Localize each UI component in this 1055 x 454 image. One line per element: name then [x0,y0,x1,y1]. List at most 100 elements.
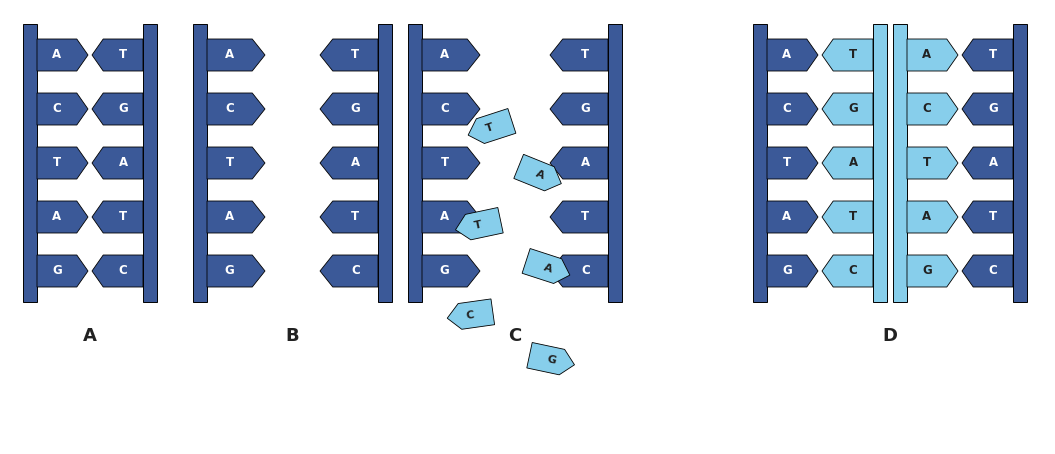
Text: A: A [440,49,449,61]
Text: C: C [440,103,449,115]
Text: C: C [783,103,791,115]
Text: C: C [119,265,128,277]
Text: T: T [849,49,857,61]
Text: C: C [581,265,590,277]
Polygon shape [550,147,608,179]
Text: A: A [53,211,61,223]
Polygon shape [822,39,872,71]
Polygon shape [422,39,480,71]
Text: C: C [226,103,234,115]
Polygon shape [37,39,88,71]
Polygon shape [320,39,378,71]
Polygon shape [207,201,265,233]
Polygon shape [320,93,378,125]
Text: T: T [119,211,128,223]
Polygon shape [550,255,608,287]
Text: T: T [53,157,61,169]
Text: G: G [350,103,360,115]
Polygon shape [907,201,958,233]
Text: A: A [351,157,360,169]
Text: G: G [580,103,590,115]
Polygon shape [207,255,265,287]
Text: A: A [989,157,998,169]
Text: A: A [783,49,791,61]
Text: G: G [989,103,998,115]
Text: A: A [542,262,554,274]
Polygon shape [526,342,575,375]
Polygon shape [92,39,143,71]
Polygon shape [907,255,958,287]
Polygon shape [422,255,480,287]
Text: B: B [286,327,300,345]
Bar [608,24,622,302]
Text: T: T [923,157,931,169]
Polygon shape [907,147,958,179]
Polygon shape [422,93,480,125]
Polygon shape [422,201,480,233]
Text: A: A [225,49,234,61]
Polygon shape [92,93,143,125]
Text: T: T [989,211,997,223]
Text: A: A [118,157,128,169]
Bar [893,24,907,302]
Polygon shape [447,299,495,329]
Text: T: T [226,157,234,169]
Text: A: A [440,211,449,223]
Text: C: C [53,103,61,115]
Bar [1013,24,1027,302]
Polygon shape [522,248,570,283]
Text: A: A [534,169,545,181]
Polygon shape [822,255,872,287]
Text: T: T [351,49,360,61]
Bar [408,24,422,302]
Bar [23,24,37,302]
Polygon shape [37,93,88,125]
Polygon shape [550,93,608,125]
Polygon shape [550,39,608,71]
Polygon shape [422,147,480,179]
Text: G: G [922,265,932,277]
Polygon shape [514,154,561,191]
Polygon shape [767,201,818,233]
Polygon shape [92,201,143,233]
Text: C: C [351,265,360,277]
Text: G: G [440,265,449,277]
Text: G: G [782,265,791,277]
Polygon shape [320,255,378,287]
Text: A: A [53,49,61,61]
Polygon shape [468,109,516,143]
Text: A: A [922,49,932,61]
Polygon shape [822,147,872,179]
Text: G: G [52,265,62,277]
Bar [143,24,157,302]
Text: A: A [581,157,590,169]
Text: A: A [848,157,858,169]
Bar [378,24,392,302]
Text: T: T [484,122,495,134]
Polygon shape [767,39,818,71]
Polygon shape [207,93,265,125]
Text: A: A [922,211,932,223]
Text: C: C [509,327,521,345]
Polygon shape [822,93,872,125]
Text: T: T [849,211,857,223]
Polygon shape [962,147,1013,179]
Polygon shape [320,147,378,179]
Text: G: G [848,103,858,115]
Bar [193,24,207,302]
Text: T: T [989,49,997,61]
Polygon shape [320,201,378,233]
Polygon shape [907,93,958,125]
Text: T: T [783,157,791,169]
Text: G: G [546,354,557,366]
Text: G: G [118,103,128,115]
Polygon shape [550,201,608,233]
Polygon shape [907,39,958,71]
Text: D: D [882,327,898,345]
Polygon shape [962,255,1013,287]
Polygon shape [37,255,88,287]
Polygon shape [37,201,88,233]
Polygon shape [767,93,818,125]
Text: T: T [119,49,128,61]
Polygon shape [962,39,1013,71]
